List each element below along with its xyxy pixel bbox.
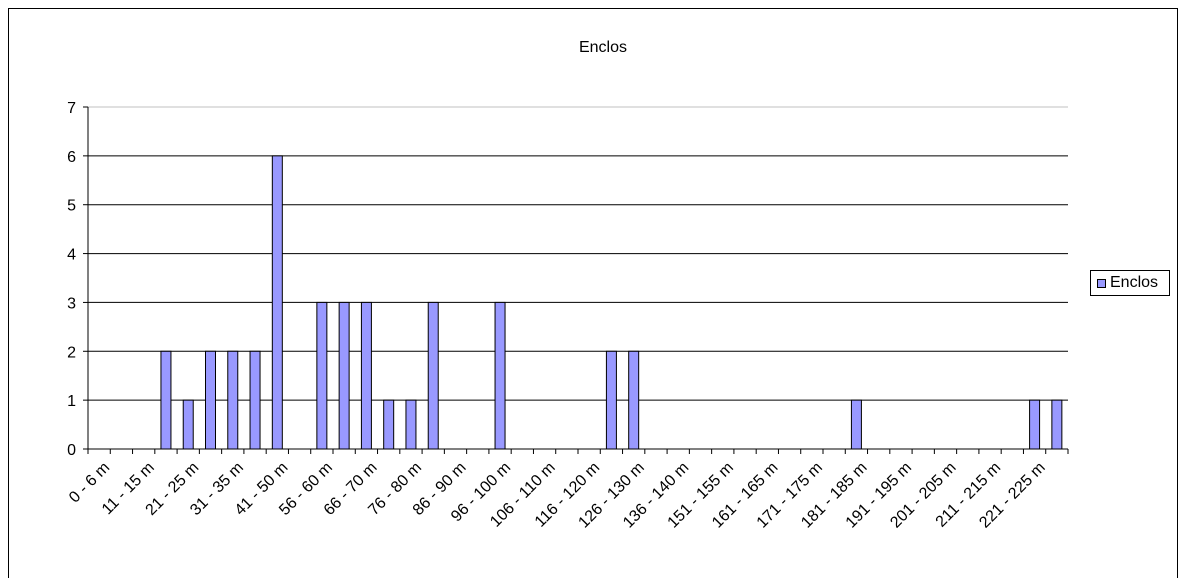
bar: [427, 301, 439, 450]
y-tick-label: 0: [67, 442, 76, 459]
bar: [205, 350, 216, 450]
bar: [605, 350, 617, 450]
y-tick-label: 1: [67, 393, 76, 410]
bar: [249, 350, 261, 450]
y-tick-label: 7: [67, 100, 76, 117]
legend-label: Enclos: [1110, 274, 1159, 291]
bar: [227, 350, 239, 450]
bar: [405, 399, 417, 450]
bar: [338, 301, 350, 450]
bar: [850, 399, 862, 450]
y-tick-label: 3: [67, 295, 76, 312]
y-tick-label: 6: [67, 149, 76, 166]
bar: [494, 301, 506, 450]
y-tick-label: 4: [67, 247, 76, 264]
legend: Enclos: [1090, 270, 1170, 296]
legend-swatch: [1097, 278, 1106, 288]
y-tick-label: 5: [67, 198, 76, 215]
bar: [1051, 399, 1063, 450]
bar: [383, 399, 395, 450]
chart-title: Enclos: [579, 39, 627, 56]
bar: [360, 301, 372, 450]
bar: [316, 301, 328, 450]
bar: [160, 350, 172, 450]
bar: [1029, 399, 1041, 450]
bar: [182, 399, 194, 450]
bar: [271, 155, 283, 450]
y-tick-label: 2: [67, 344, 76, 361]
bar: [628, 350, 640, 450]
